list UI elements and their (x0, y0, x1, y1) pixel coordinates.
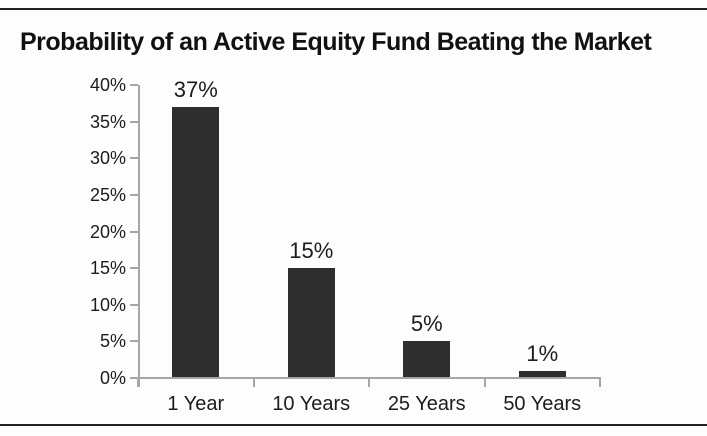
bottom-rule (0, 424, 707, 426)
y-axis-tick (130, 193, 138, 196)
x-axis-category-label: 10 Years (272, 393, 351, 415)
x-axis-tick (483, 377, 486, 387)
chart-title: Probability of an Active Equity Fund Bea… (20, 28, 652, 56)
x-axis-category-label: 50 Years (503, 393, 582, 415)
bar-value-label: 1% (526, 340, 559, 366)
y-axis-tick-label: 0% (99, 368, 126, 388)
y-axis-tick (130, 340, 138, 343)
y-axis-line (138, 85, 140, 387)
y-axis-tick (130, 157, 138, 160)
y-axis-tick (130, 303, 138, 306)
y-axis-tick-label: 5% (99, 331, 126, 352)
y-axis-tick-label: 25% (89, 184, 126, 205)
y-axis-tick (130, 84, 138, 86)
y-axis-tick (130, 267, 138, 270)
y-axis-tick-label: 40% (89, 75, 126, 95)
y-axis-tick-label: 15% (89, 258, 126, 279)
bar-10-years (287, 268, 335, 377)
y-axis-tick (130, 120, 138, 123)
x-axis-category-label: 25 Years (387, 393, 466, 415)
x-axis-tick (599, 377, 601, 387)
bar-25-years (403, 341, 451, 377)
x-axis-line (138, 377, 600, 379)
bar-value-label: 5% (410, 311, 443, 337)
y-axis-tick-label: 30% (89, 148, 126, 169)
y-axis-tick-label: 35% (89, 111, 126, 132)
bar-value-label: 37% (173, 76, 218, 102)
x-axis-tick (252, 377, 255, 387)
y-axis-tick-label: 10% (89, 294, 126, 315)
y-axis-tick-label: 20% (89, 221, 126, 242)
bar-50-years (518, 370, 566, 377)
y-axis-tick (130, 230, 138, 233)
top-rule (0, 8, 707, 10)
x-axis-category-label: 1 Year (167, 393, 225, 415)
bar-value-label: 15% (289, 238, 334, 264)
x-axis-tick (368, 377, 370, 387)
bar-1-year (172, 106, 220, 377)
y-axis-tick (130, 377, 138, 379)
